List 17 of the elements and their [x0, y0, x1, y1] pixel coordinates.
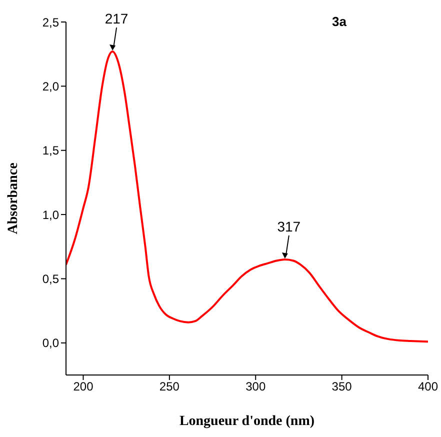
y-tick-label: 0,0 [42, 336, 60, 350]
y-tick-label: 2,5 [42, 15, 60, 30]
x-tick-label: 250 [159, 380, 180, 394]
line-series [66, 50, 428, 343]
y-axis-title: Absorbance [6, 162, 21, 234]
chart-title: 3a [332, 14, 346, 29]
y-tick-label: 2,0 [42, 79, 60, 94]
x-tick-label: 200 [73, 380, 94, 394]
x-tick-label: 300 [246, 380, 266, 394]
y-tick-label: 0,5 [42, 272, 60, 286]
x-axis-title: Longueur d'onde (nm) [179, 414, 315, 429]
x-tick-label: 400 [418, 380, 438, 394]
annotation: 317 [277, 218, 301, 234]
x-tick-label: 350 [332, 380, 352, 394]
annotation: 217 [104, 10, 128, 27]
y-tick-label: 1,0 [42, 208, 60, 222]
y-tick-label: 1,5 [42, 144, 60, 158]
